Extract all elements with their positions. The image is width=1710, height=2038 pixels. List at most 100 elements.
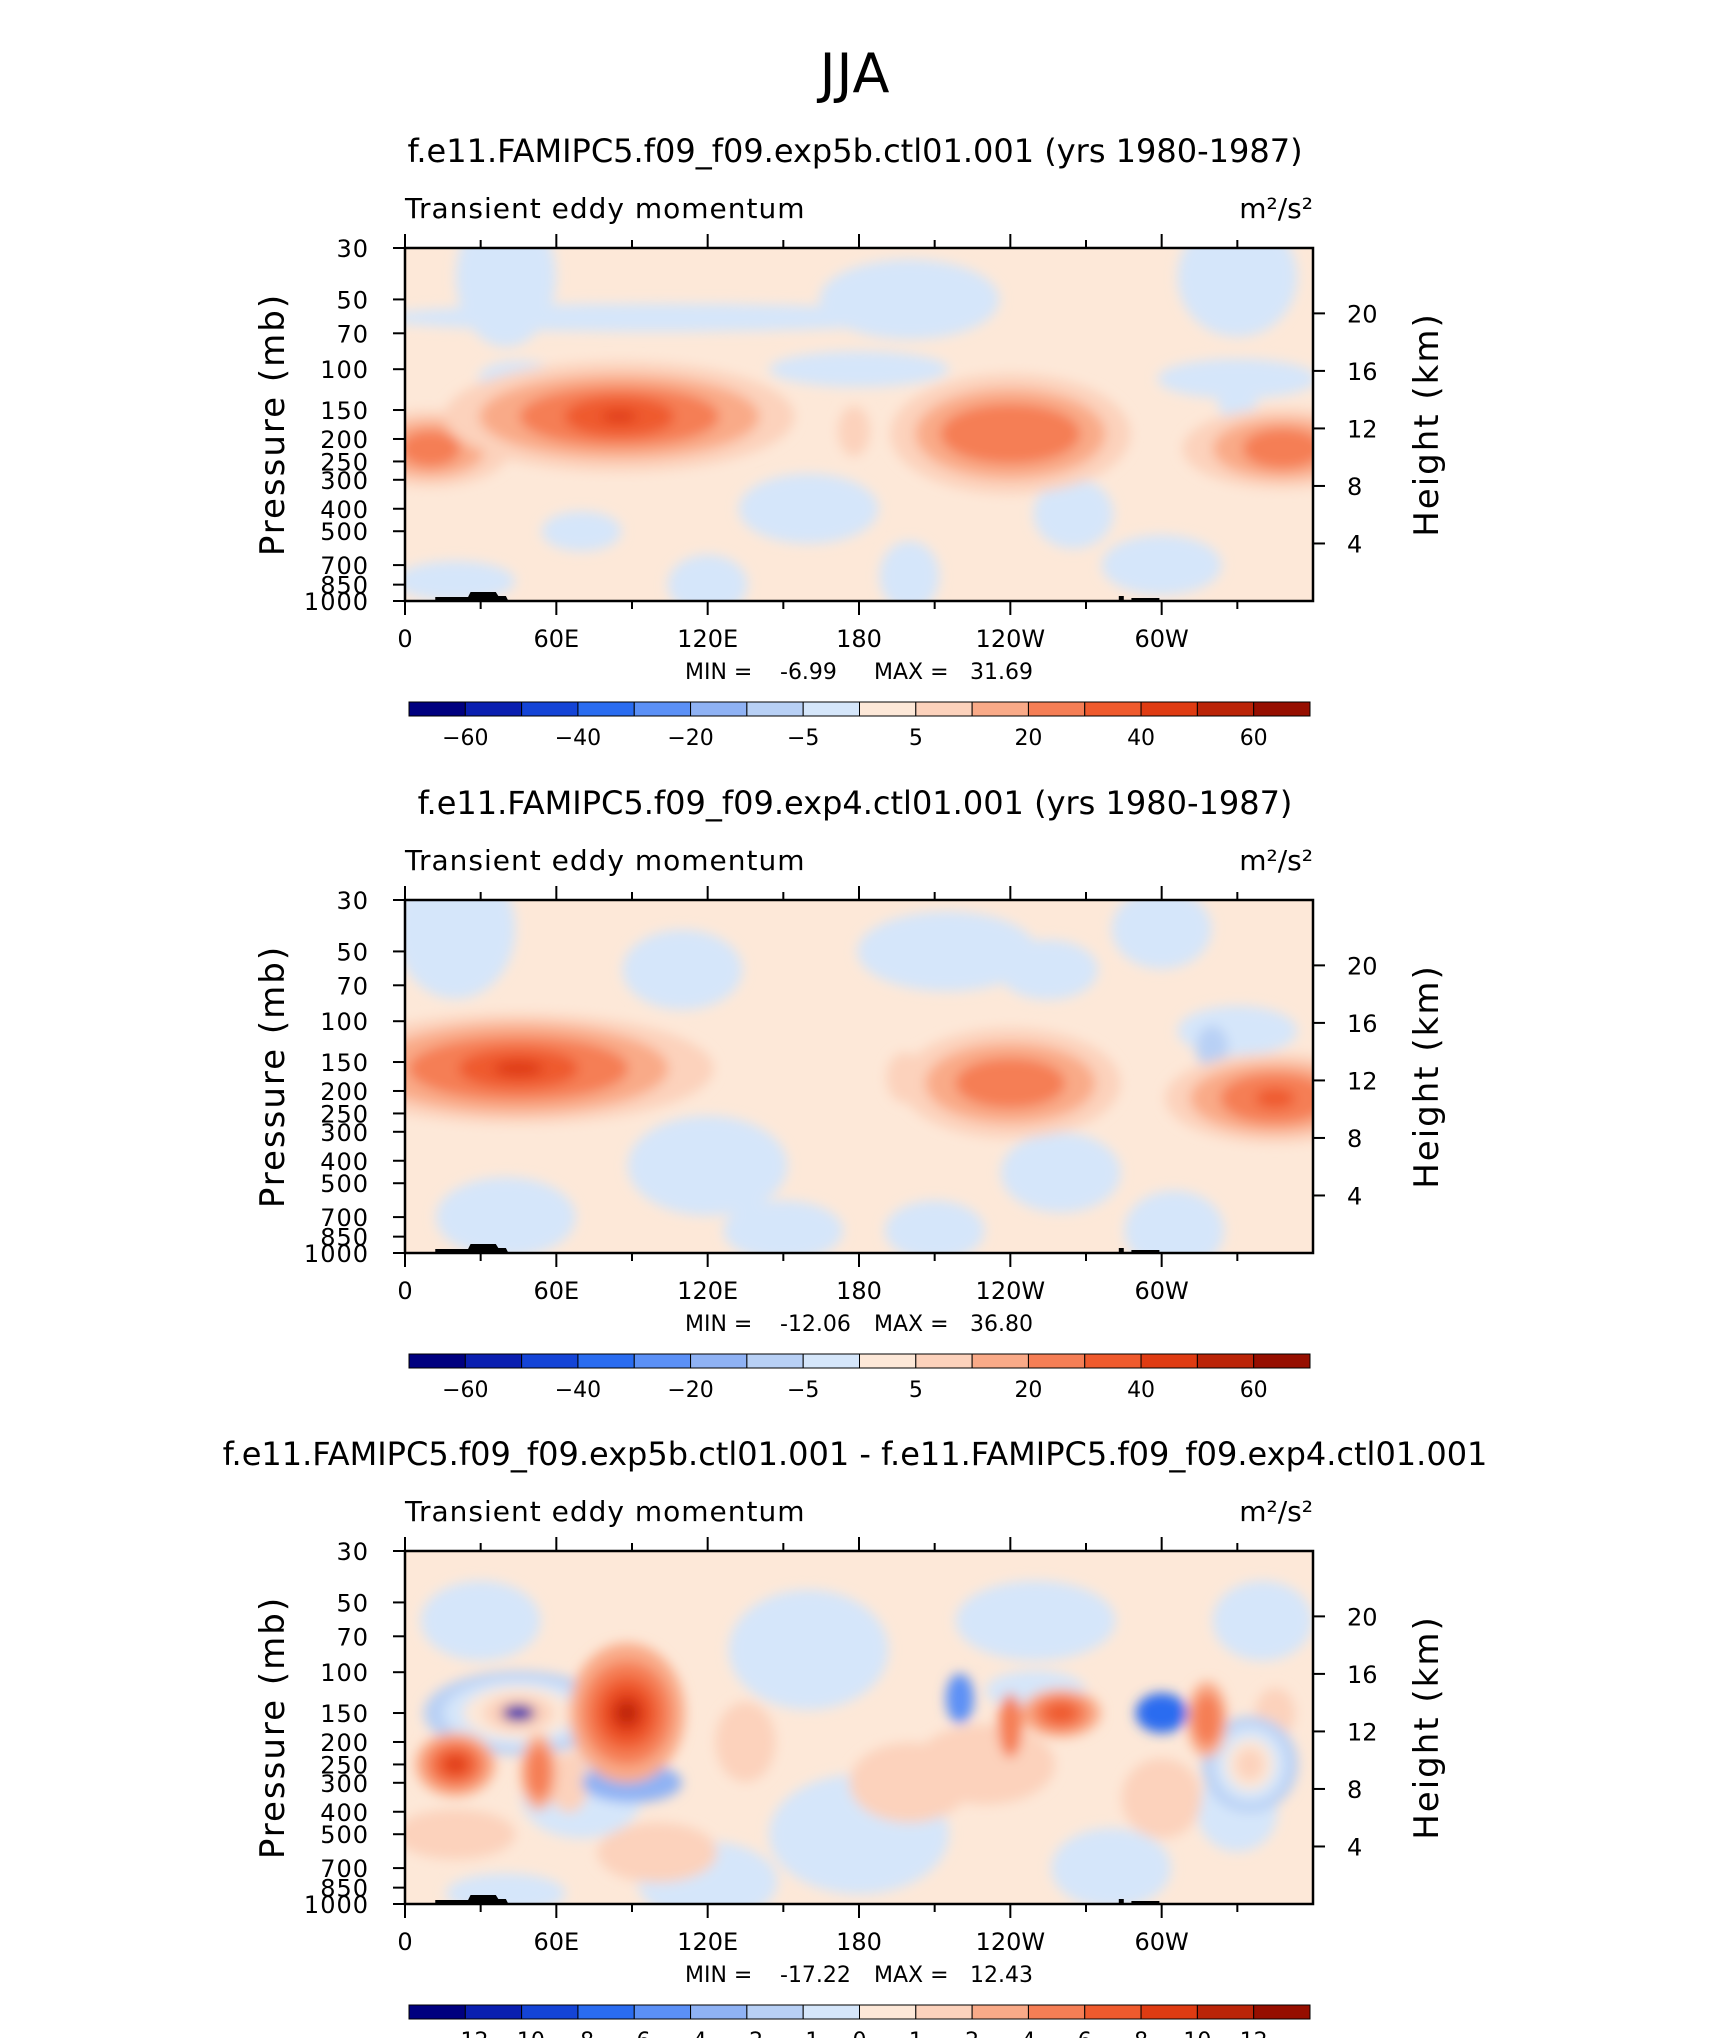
y-tick-label: 50	[336, 1589, 369, 1617]
colorbar-swatch	[859, 1353, 917, 1369]
height-tick-label: 12	[1347, 415, 1378, 443]
negative-region	[769, 351, 949, 388]
negative-region	[622, 929, 743, 1010]
colorbar-label: −5	[787, 1378, 819, 1403]
negative-region	[723, 1200, 844, 1253]
colorbar-swatch	[408, 1353, 466, 1369]
positive-core	[1044, 1703, 1077, 1724]
colorbar-swatch	[521, 1353, 579, 1369]
colorbar-label: −12	[442, 2029, 488, 2038]
height-tick-label: 8	[1347, 473, 1362, 501]
negative-region	[1177, 1005, 1298, 1056]
colorbar-swatch	[915, 2004, 973, 2020]
topography	[1131, 598, 1160, 601]
westerly-jet-core	[493, 1060, 544, 1077]
y-tick-label: 850	[320, 1224, 369, 1252]
colorbar-label: 5	[909, 1378, 923, 1403]
negative-region	[1124, 1190, 1225, 1253]
colorbar-label: 20	[1014, 1378, 1042, 1403]
colorbar-swatch	[1027, 701, 1086, 717]
variable-label: Transient eddy momentum	[404, 844, 806, 877]
negative-region	[998, 939, 1099, 1000]
negative-region	[405, 900, 516, 999]
height-tick-label: 20	[1347, 300, 1378, 328]
negative-core	[1235, 1748, 1264, 1781]
colorbar-swatch	[408, 701, 466, 717]
x-tick-label: 60E	[533, 625, 579, 653]
y-axis-title: Pressure (mb)	[253, 1596, 293, 1859]
y-tick-label: 700	[320, 552, 369, 580]
y-tick-label: 250	[320, 1751, 369, 1779]
colorbar-label: 60	[1240, 1378, 1268, 1403]
positive-core	[998, 1693, 1023, 1758]
colorbar-label: −40	[555, 726, 601, 751]
min-label: MIN =	[685, 660, 752, 685]
y-tick-label: 70	[336, 972, 369, 1000]
units-label: m²/s²	[1239, 1495, 1313, 1528]
height-tick-label: 12	[1347, 1718, 1378, 1746]
colorbar-swatch	[1140, 701, 1198, 717]
topography	[1118, 1899, 1124, 1904]
westerly-jet-core	[1242, 428, 1313, 469]
height-tick-label: 4	[1347, 1833, 1362, 1861]
colorbar-label: 8	[1134, 2029, 1148, 2038]
y-axis-title: Pressure (mb)	[253, 945, 293, 1208]
colorbar-label: −2	[731, 2029, 763, 2038]
positive-region	[715, 1701, 776, 1782]
negative-region	[1051, 1828, 1172, 1904]
topography	[1118, 1248, 1124, 1253]
colorbar-swatch	[690, 2004, 748, 2020]
panel-1: f.e11.FAMIPC5.f09_f09.exp5b.ctl01.001 (y…	[253, 132, 1447, 751]
y-tick-label: 500	[320, 1821, 369, 1849]
right-axis-title: Height (km)	[1407, 964, 1447, 1189]
westerly-jet-core	[955, 1058, 1066, 1109]
colorbar-swatch	[971, 1353, 1029, 1369]
y-tick-label: 300	[320, 467, 369, 495]
max-value: 36.80	[970, 1312, 1033, 1337]
y-tick-label: 250	[320, 448, 369, 476]
x-tick-label: 60E	[533, 1277, 579, 1305]
height-tick-label: 16	[1347, 358, 1378, 386]
panel-3: f.e11.FAMIPC5.f09_f09.exp5b.ctl01.001 - …	[223, 1435, 1488, 2038]
units-label: m²/s²	[1239, 844, 1313, 877]
positive-region	[405, 1809, 516, 1860]
x-tick-label: 60E	[533, 1928, 579, 1956]
colorbar-swatch	[746, 2004, 804, 2020]
y-tick-label: 1000	[304, 588, 369, 616]
colorbar-swatch	[1253, 1353, 1311, 1369]
colorbar-swatch	[1027, 1353, 1086, 1369]
westerly-jet-core	[601, 410, 638, 423]
colorbar-label: −20	[667, 726, 713, 751]
x-tick-label: 120W	[976, 1928, 1046, 1956]
negative-region	[728, 1589, 889, 1710]
y-tick-label: 30	[336, 1538, 369, 1566]
topography	[435, 1895, 509, 1904]
colorbar-label: −6	[618, 2029, 650, 2038]
colorbar-swatch	[1084, 2004, 1142, 2020]
colorbar-label: 40	[1127, 1378, 1155, 1403]
negative-core	[1135, 1693, 1188, 1734]
positive-core	[1193, 1693, 1222, 1746]
colorbar-swatch	[859, 701, 917, 717]
colorbar-swatch	[577, 701, 635, 717]
negative-region	[1196, 1025, 1229, 1070]
y-tick-label: 100	[320, 1659, 369, 1687]
colorbar-label: 0	[853, 2029, 867, 2038]
y-tick-label: 400	[320, 496, 369, 524]
y-tick-label: 300	[320, 1119, 369, 1147]
colorbar-swatch	[1084, 1353, 1142, 1369]
topography	[1131, 1901, 1160, 1904]
max-value: 31.69	[970, 660, 1033, 685]
colorbar-label: 5	[909, 726, 923, 751]
colorbar-swatch	[633, 701, 692, 717]
negative-region	[1033, 478, 1114, 549]
colorbar-label: −10	[498, 2029, 544, 2038]
x-tick-label: 0	[397, 1277, 412, 1305]
negative-region	[541, 511, 622, 552]
colorbar-swatch	[971, 701, 1029, 717]
colorbar-swatch	[1253, 2004, 1311, 2020]
y-tick-label: 30	[336, 887, 369, 915]
colorbar-label: 20	[1014, 726, 1042, 751]
colorbar-swatch	[577, 1353, 635, 1369]
x-tick-label: 120E	[677, 1277, 738, 1305]
